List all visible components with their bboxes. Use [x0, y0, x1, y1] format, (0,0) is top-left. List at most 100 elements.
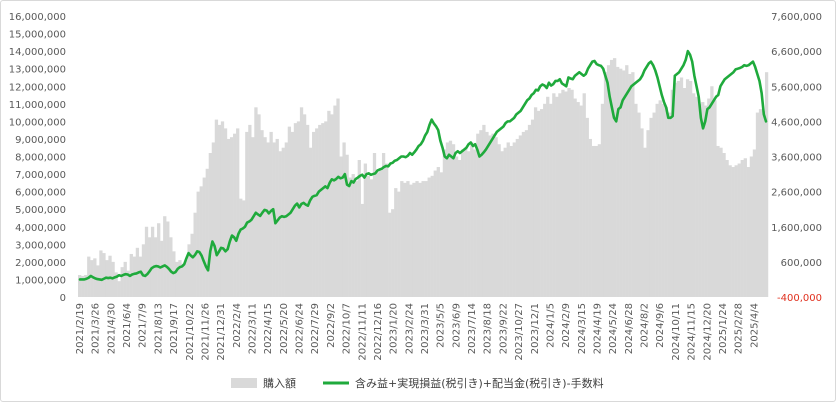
bar: [233, 133, 237, 297]
bar: [467, 151, 471, 297]
bar: [552, 93, 556, 297]
left-tick-label: 6,000,000: [15, 188, 66, 199]
bar: [448, 140, 453, 297]
bar: [257, 114, 261, 297]
bar: [199, 186, 203, 297]
x-tick-label: 2022/3/11: [248, 303, 259, 354]
x-tick-label: 2024/10/11: [671, 303, 682, 361]
bar: [187, 244, 191, 297]
x-tick-label: 2025/1/24: [718, 303, 729, 354]
x-tick-label: 2023/6/9: [451, 303, 462, 348]
bar: [385, 163, 389, 297]
x-tick-label: 2021/3/26: [91, 303, 102, 354]
bar: [625, 65, 629, 298]
left-tick-label: 13,000,000: [9, 65, 66, 76]
bar: [755, 112, 760, 297]
x-tick-label: 2023/10/27: [514, 303, 525, 361]
bar: [305, 124, 310, 297]
bar: [342, 142, 346, 297]
bar: [406, 181, 410, 297]
bar: [351, 174, 355, 297]
bar: [749, 156, 754, 297]
bar: [649, 117, 653, 297]
bar: [698, 103, 702, 297]
bar: [108, 255, 112, 297]
x-tick-label: 2024/4/19: [593, 303, 604, 354]
bar: [591, 145, 595, 297]
bar: [646, 130, 650, 297]
x-tick-label: 2022/12/16: [373, 303, 384, 361]
x-tick-label: 2024/8/2: [640, 303, 651, 348]
profit-series-line: [78, 49, 768, 282]
x-tick-label: 2023/7/14: [467, 303, 478, 354]
bar: [527, 124, 532, 297]
bar: [685, 79, 690, 297]
bar: [412, 182, 416, 297]
x-tick-label: 2021/10/22: [185, 303, 196, 361]
bar: [354, 181, 358, 297]
x-tick-label: 2022/11/11: [357, 303, 368, 361]
bar: [366, 175, 371, 297]
bar: [339, 156, 343, 297]
x-tick-label: 2023/3/31: [420, 303, 431, 354]
bar: [764, 72, 769, 297]
left-tick-label: 3,000,000: [15, 240, 66, 251]
bar: [640, 128, 644, 297]
bar: [278, 151, 282, 297]
x-axis: 2021/2/19 2021/3/26 2021/4/30 2021/6/4 2021/…: [75, 303, 760, 361]
bar: [734, 165, 738, 297]
right-tick-label: 6,600,000: [771, 47, 822, 58]
bar: [96, 265, 100, 297]
bar: [284, 142, 288, 297]
left-tick-label: 14,000,000: [9, 47, 66, 58]
bar: [263, 137, 267, 297]
bar: [540, 109, 544, 297]
bar: [391, 209, 395, 297]
bar: [99, 250, 103, 297]
bar: [464, 147, 468, 297]
x-tick-label: 2021/7/9: [138, 303, 149, 348]
bar: [637, 112, 641, 297]
bar: [758, 109, 763, 297]
bar: [242, 200, 246, 297]
left-y-axis: 0 1,000,000 2,000,000 3,000,000 4,000,000 5,0…: [9, 12, 66, 304]
bar: [561, 89, 565, 297]
bar: [330, 114, 334, 297]
bar: [248, 124, 252, 297]
bar: [658, 100, 662, 297]
bar: [564, 91, 568, 298]
bar: [746, 167, 751, 297]
right-tick-label: 1,600,000: [771, 223, 822, 234]
bar: [491, 133, 495, 297]
bar: [600, 103, 605, 297]
bar: [430, 175, 434, 297]
bar: [397, 191, 401, 298]
x-tick-label: 2022/2/4: [232, 303, 243, 348]
bar: [707, 98, 711, 297]
bar: [655, 103, 659, 297]
bar: [336, 98, 340, 297]
bar: [120, 267, 124, 297]
x-tick-label: 2023/9/22: [498, 303, 509, 354]
right-tick-label: 3,600,000: [771, 153, 822, 164]
bar: [436, 167, 440, 297]
left-tick-label: 15,000,000: [9, 30, 66, 41]
right-tick-label: 2,600,000: [771, 188, 822, 199]
bar: [533, 107, 538, 297]
left-tick-label: 16,000,000: [9, 12, 66, 23]
bar: [184, 260, 188, 297]
bar: [178, 260, 182, 297]
bar: [661, 103, 665, 297]
bar: [269, 131, 273, 297]
left-tick-label: 9,000,000: [15, 135, 66, 146]
bar: [229, 137, 234, 297]
bar: [670, 89, 675, 297]
bar: [324, 121, 328, 298]
bar: [722, 152, 726, 297]
bar: [612, 58, 617, 298]
bar: [518, 135, 523, 297]
bar: [713, 100, 717, 297]
bar: [673, 82, 678, 298]
bar: [631, 72, 635, 297]
bar: [160, 240, 164, 297]
